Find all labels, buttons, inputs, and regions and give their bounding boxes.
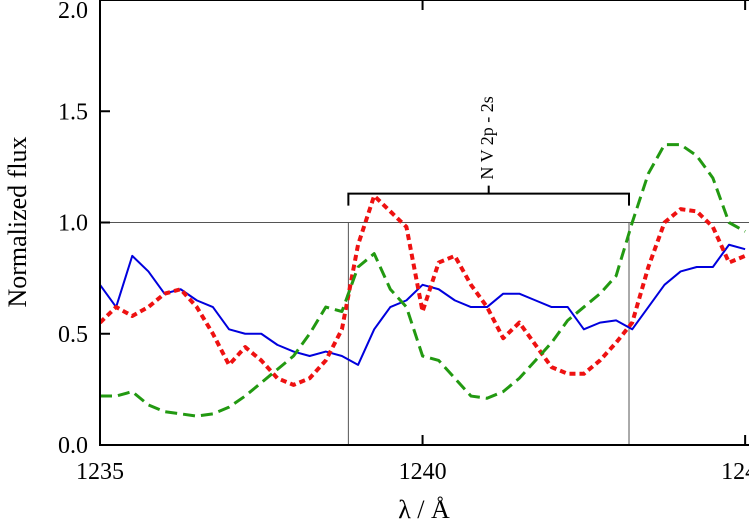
y-tick-label: 0.0 — [58, 433, 88, 459]
x-tick-label: 1245 — [721, 459, 749, 485]
data-line — [100, 143, 746, 418]
y-tick-label: 2.0 — [58, 0, 88, 24]
y-tick-label: 1.0 — [58, 211, 88, 237]
annotation-bracket — [347, 185, 631, 206]
data-line — [100, 243, 746, 366]
y-tick-label: 0.5 — [58, 322, 88, 348]
x-tick-label: 1240 — [399, 459, 447, 485]
data-line — [100, 193, 746, 387]
x-tick-label: 1235 — [76, 459, 124, 485]
x-axis-label: λ / Å — [398, 495, 450, 524]
annotation-text: N V 2p - 2s — [477, 96, 497, 179]
plot-area — [100, 143, 749, 445]
y-axis-label: Normalized flux — [3, 136, 32, 307]
y-tick-label: 1.5 — [58, 99, 88, 125]
